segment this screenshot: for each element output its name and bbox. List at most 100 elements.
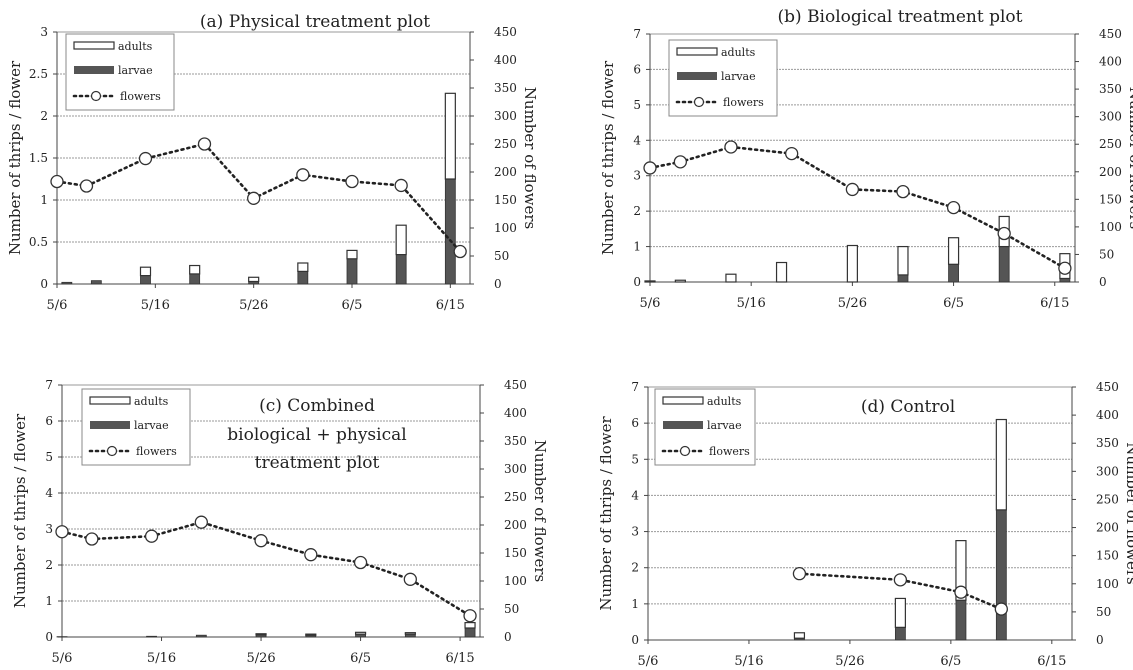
flowers-point	[197, 137, 212, 151]
legend-swatch-adults	[676, 47, 718, 56]
legend-swatch-adults	[662, 396, 704, 405]
y-tick-label: 7	[45, 378, 53, 392]
y2-tick-label: 450	[504, 378, 527, 392]
bar-larvae	[948, 263, 959, 283]
chart-title: (a) Physical treatment plot	[200, 12, 430, 32]
y2-tick-label: 100	[1099, 220, 1122, 234]
flowers-point	[403, 572, 417, 586]
legend-label-larvae: larvae	[118, 64, 153, 77]
y2-tick-label: 250	[1099, 137, 1122, 151]
bar-adults	[995, 418, 1007, 511]
y-tick-label: 5	[631, 452, 639, 466]
bar-larvae	[140, 275, 151, 285]
x-tick-label: 5/26	[838, 296, 867, 311]
y-tick-label: 4	[631, 488, 639, 502]
x-tick-label: 6/5	[943, 296, 964, 311]
bar-larvae	[189, 273, 201, 285]
x-tick-label: 5/26	[835, 654, 864, 669]
legend-swatch-adults	[89, 396, 131, 405]
y2-tick-label: 350	[494, 81, 517, 95]
legend-label-flowers: flowers	[136, 445, 177, 458]
flowers-point	[144, 529, 159, 543]
x-tick-label: 5/16	[147, 651, 176, 666]
x-tick-label: 5/16	[737, 296, 766, 311]
chart-title: (d) Control	[861, 397, 955, 417]
y-tick-label: 1	[631, 597, 639, 611]
y2-tick-label: 350	[504, 434, 527, 448]
bar-larvae	[464, 627, 476, 638]
y2-tick-label: 250	[504, 490, 527, 504]
y-tick-label: 0.5	[29, 235, 48, 249]
chart-panel-b: 0 1 2 3 4 5 6 7 0 50 100 150 200 250 300 350 400 450 5/6 5/…	[599, 7, 1133, 311]
bar-larvae	[897, 274, 909, 283]
flowers-point	[50, 174, 64, 189]
x-tick-label: 6/5	[350, 651, 371, 666]
y-tick-label: 1.5	[29, 151, 48, 165]
flowers-point	[304, 548, 318, 562]
flowers-point	[79, 179, 94, 193]
bar-adults	[139, 266, 152, 277]
flowers-point	[792, 567, 807, 581]
bar-adults	[897, 245, 909, 276]
bar-larvae	[395, 254, 407, 285]
y2-tick-label: 400	[494, 53, 517, 67]
chart-panel-d: 0 1 2 3 4 5 6 7 0 50 100 150 200 250 300 350 400 450 5/6 5/…	[597, 380, 1133, 669]
legend-swatch-larvae	[90, 421, 130, 429]
bar-larvae	[90, 280, 102, 285]
y-tick-label: 3	[633, 169, 641, 183]
bar-adults	[444, 92, 456, 180]
y2-tick-label: 50	[1096, 605, 1111, 619]
legend: adults larvae flowers	[654, 388, 756, 466]
x-tick-label: 5/16	[734, 654, 763, 669]
flowers-point	[296, 168, 310, 182]
flowers-point	[254, 534, 268, 548]
flowers-point	[643, 161, 657, 175]
y-tick-label: 6	[631, 416, 639, 430]
y-axis-title: Number of thrips / flower	[11, 413, 29, 608]
bar-adults	[248, 276, 260, 283]
x-tick-label: 5/6	[52, 651, 73, 666]
flowers-point	[896, 184, 910, 199]
legend-swatch-flowers-point	[106, 445, 118, 457]
bar-adults	[894, 597, 906, 628]
legend-label-flowers: flowers	[709, 445, 750, 458]
flowers-point	[138, 151, 153, 166]
y2-tick-label: 50	[1099, 247, 1114, 261]
y-tick-label: 3	[45, 522, 53, 536]
flowers-point	[954, 585, 968, 599]
y2-tick-label: 150	[1099, 192, 1122, 206]
y2-tick-label: 200	[504, 518, 527, 532]
y-tick-label: 7	[631, 380, 639, 394]
flowers-point	[673, 155, 688, 169]
y2-tick-label: 450	[1096, 380, 1119, 394]
flowers-line	[60, 520, 472, 618]
y2-axis-title: Number of flowers	[521, 87, 539, 229]
chart-title-line: biological + physical	[227, 425, 406, 445]
x-tick-label: 6/15	[436, 298, 465, 313]
flowers-point	[345, 174, 359, 189]
legend-swatch-larvae	[663, 421, 703, 429]
y2-tick-label: 0	[504, 630, 512, 644]
y-tick-label: 7	[633, 27, 641, 41]
y-tick-label: 5	[633, 98, 641, 112]
y2-tick-label: 100	[1096, 577, 1119, 591]
chart-title: (b) Biological treatment plot	[778, 7, 1023, 27]
y-axis-title: Number of thrips / flower	[597, 416, 615, 611]
y2-tick-label: 350	[1096, 436, 1119, 450]
x-tick-label: 5/16	[141, 298, 170, 313]
y2-tick-label: 400	[1096, 408, 1119, 422]
legend-label-larvae: larvae	[134, 419, 169, 432]
bar-adults	[793, 632, 806, 639]
y-tick-label: 1	[40, 193, 48, 207]
legend-swatch-flowers-point	[693, 96, 705, 108]
y-tick-label: 0	[633, 275, 641, 289]
flowers-point	[194, 515, 208, 529]
x-tick-label: 5/26	[239, 298, 268, 313]
chart-title-line: (c) Combined	[259, 396, 375, 416]
bar-larvae	[995, 509, 1007, 641]
bar-adults	[297, 262, 309, 272]
legend-label-larvae: larvae	[721, 70, 756, 83]
flowers-point	[1058, 261, 1072, 275]
x-tick-label: 5/6	[638, 654, 659, 669]
